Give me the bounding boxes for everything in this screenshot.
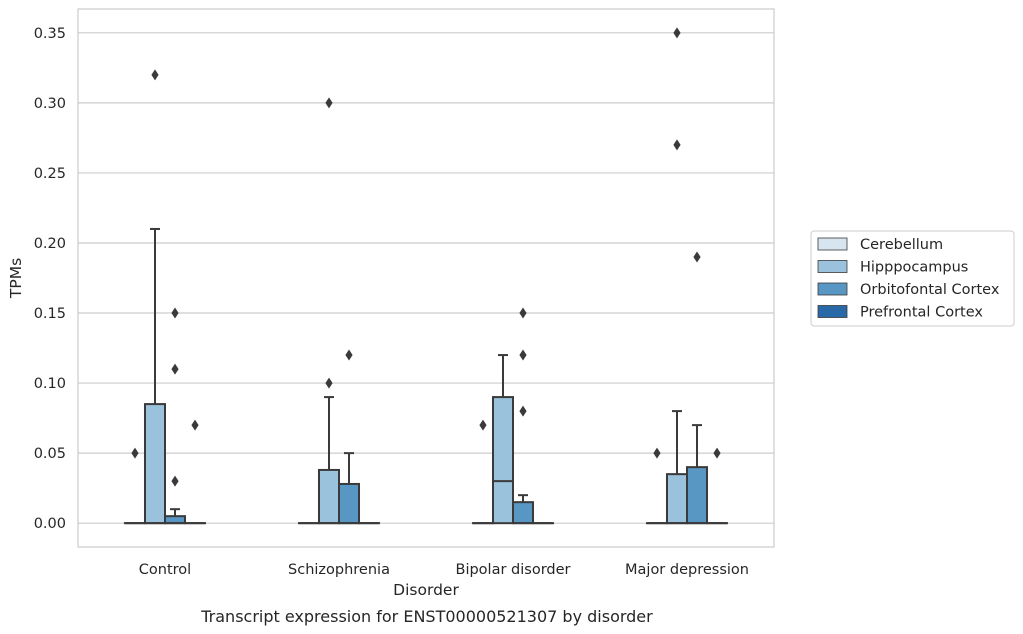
- box-1-2: [338, 349, 361, 525]
- x-tick-label: Control: [139, 562, 191, 578]
- box-body: [665, 473, 688, 525]
- outlier-point: [325, 377, 333, 389]
- y-tick-label: 0.20: [34, 236, 66, 252]
- box-0-1: [143, 69, 167, 525]
- y-tick-label: 0.15: [34, 306, 66, 322]
- x-tick-label: Major depression: [625, 562, 749, 578]
- box-body: [143, 403, 167, 525]
- legend-swatch: [817, 237, 848, 251]
- outlier-point: [519, 349, 527, 361]
- box-0-0: [123, 447, 146, 525]
- y-tick-label: 0.05: [34, 446, 66, 462]
- y-axis-title: TPMs: [7, 258, 25, 299]
- outlier-point: [693, 251, 701, 263]
- x-axis-ticks: Control Schizophrenia Bipolar disorder Majo…: [139, 562, 749, 578]
- y-tick-label: 0.10: [34, 376, 66, 392]
- legend-swatch: [817, 305, 848, 318]
- box-body: [338, 482, 361, 525]
- legend-swatch: [817, 282, 848, 296]
- outlier-point: [345, 349, 353, 361]
- y-tick-label: 0.00: [34, 516, 66, 532]
- box-3-0: [645, 447, 668, 525]
- x-tick-label: Schizophrenia: [288, 562, 390, 578]
- outlier-point: [171, 363, 179, 375]
- outlier-point: [673, 27, 681, 39]
- box-3-3: [706, 447, 729, 525]
- box-0-2: [164, 307, 187, 525]
- box-2-1: [491, 354, 514, 525]
- x-axis-title: Disorder: [393, 581, 459, 599]
- outlier-point: [131, 447, 139, 459]
- box-body: [164, 515, 187, 525]
- legend-frame: [810, 230, 1015, 327]
- y-tick-label: 0.35: [34, 26, 66, 42]
- box-1-1: [317, 97, 340, 525]
- plot-area-frame: [77, 8, 775, 548]
- x-tick-label: Bipolar disorder: [456, 562, 571, 578]
- box-body: [512, 501, 535, 525]
- outlier-point: [479, 419, 487, 431]
- legend-label: Cerebellum: [860, 237, 943, 253]
- box-2-0: [471, 419, 494, 525]
- grid-lines: [78, 32, 774, 524]
- outlier-point: [325, 97, 333, 109]
- outlier-point: [191, 419, 199, 431]
- chart-caption: Transcript expression for ENST0000052130…: [200, 607, 653, 626]
- outlier-point: [673, 139, 681, 151]
- box-0-3: [184, 419, 207, 525]
- box-body: [491, 396, 514, 525]
- box-body: [686, 466, 709, 525]
- outlier-point: [171, 475, 179, 487]
- legend: Cerebellum Hipppocampus Orbitofontal Corte…: [810, 230, 1015, 327]
- outlier-point: [713, 447, 721, 459]
- box-3-1: [665, 27, 688, 525]
- box-2-2: [512, 307, 535, 525]
- legend-label: Prefrontal Cortex: [860, 305, 983, 321]
- y-axis-ticks: 0.00 0.05 0.10 0.15 0.20 0.25 0.30 0.35: [34, 26, 66, 532]
- outlier-point: [519, 307, 527, 319]
- y-tick-label: 0.30: [34, 96, 66, 112]
- outlier-point: [151, 69, 159, 81]
- outlier-point: [519, 405, 527, 417]
- legend-swatch: [817, 260, 848, 273]
- y-tick-label: 0.25: [34, 166, 66, 182]
- outlier-point: [653, 447, 661, 459]
- outlier-point: [171, 307, 179, 319]
- box-marks: [123, 27, 729, 525]
- legend-label: Hipppocampus: [860, 260, 968, 276]
- box-3-2: [686, 251, 709, 525]
- legend-label: Orbitofontal Cortex: [860, 282, 1000, 298]
- box-body: [317, 468, 340, 525]
